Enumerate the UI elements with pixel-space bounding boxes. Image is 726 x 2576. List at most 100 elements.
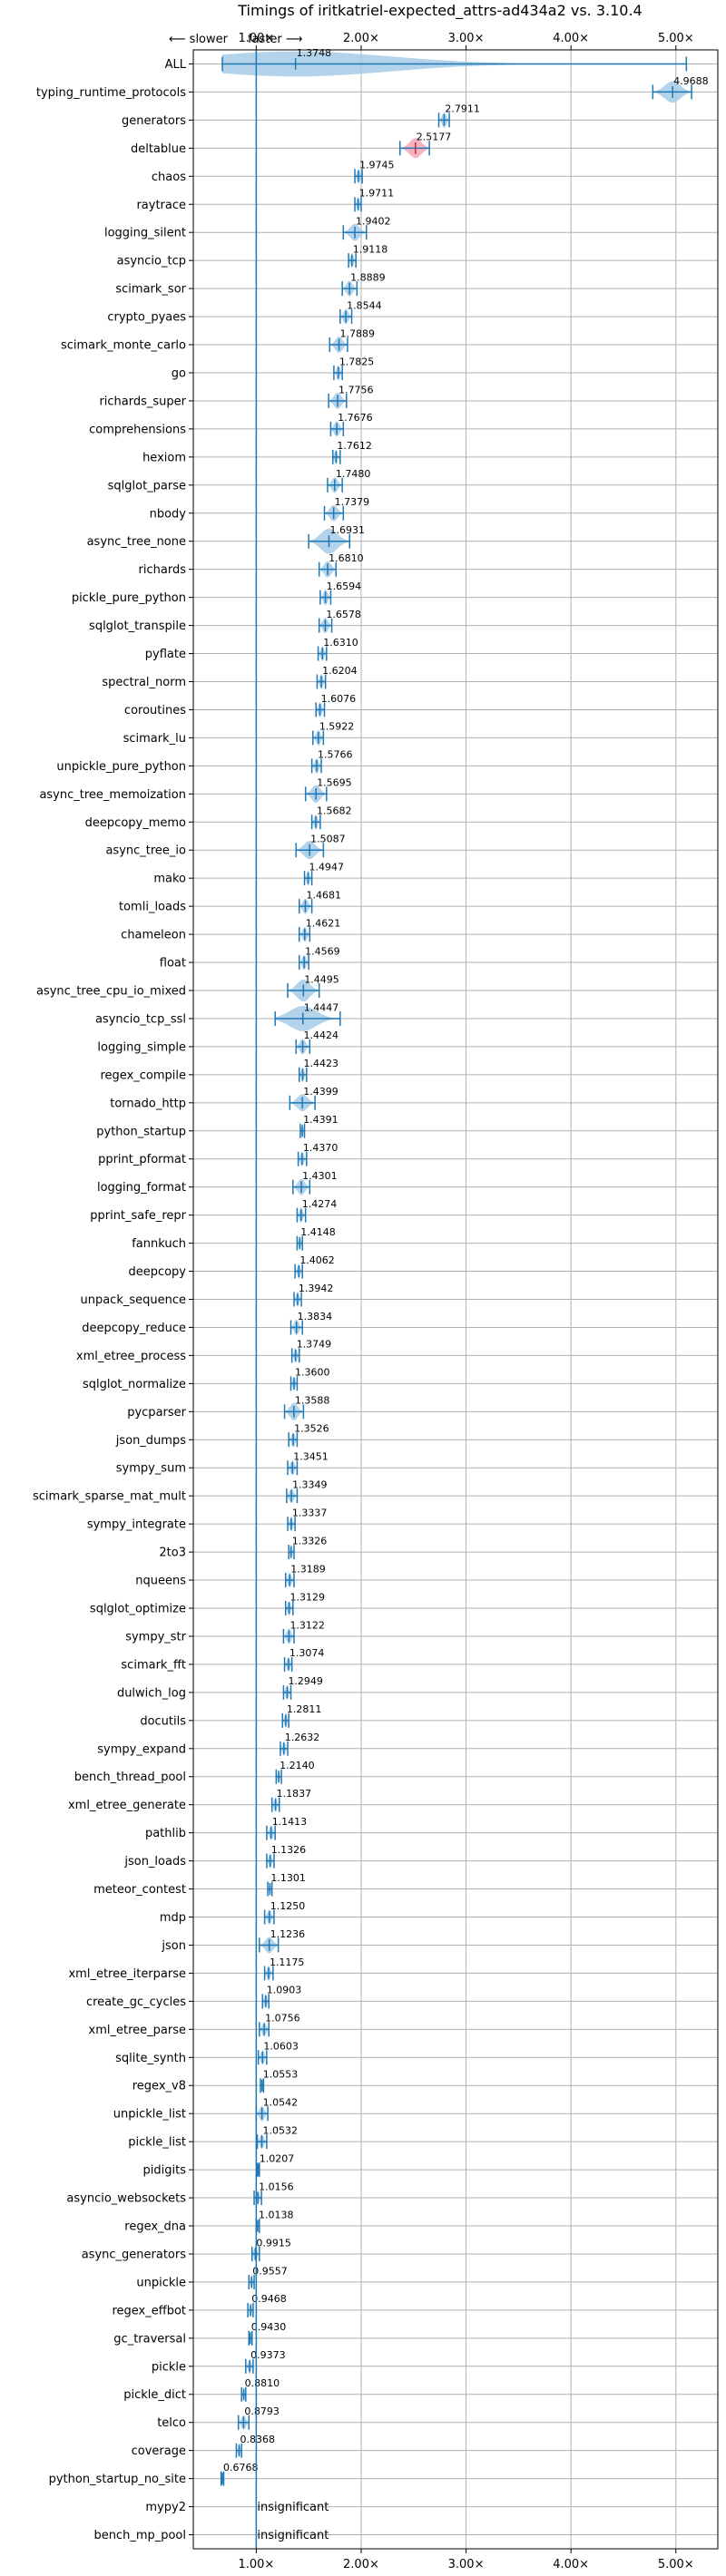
value-label: 1.3122 <box>289 1619 325 1631</box>
violin <box>259 2022 270 2037</box>
violin <box>287 1460 299 1476</box>
violin <box>287 979 320 1002</box>
violin <box>288 1545 295 1560</box>
value-label: 1.0603 <box>263 2041 299 2053</box>
value-label: 1.0532 <box>263 2124 299 2136</box>
value-label: 0.8810 <box>245 2377 280 2389</box>
violin <box>283 1656 293 1673</box>
benchmark-name: nbody <box>150 507 187 521</box>
benchmark-name: json <box>161 1939 186 1953</box>
value-label: 1.1837 <box>277 1788 312 1800</box>
violin <box>237 2415 250 2430</box>
value-label: 1.6578 <box>326 609 361 620</box>
violin <box>247 2302 254 2317</box>
value-label: 1.3748 <box>297 47 332 59</box>
violin <box>652 81 692 103</box>
value-label: 1.7676 <box>338 412 373 424</box>
value-label: 1.9402 <box>356 216 391 228</box>
benchmark-name: asyncio_websockets <box>66 2192 186 2206</box>
violin <box>341 280 358 297</box>
violin <box>235 2443 242 2458</box>
benchmark-name: json_loads <box>123 1855 186 1869</box>
benchmark-name: tornado_http <box>110 1097 186 1110</box>
benchmark-name: crypto_pyaes <box>107 311 186 325</box>
benchmark-name: async_tree_io <box>105 844 186 858</box>
value-label: 1.9711 <box>359 188 395 200</box>
x-tick-label-bottom: 4.00× <box>553 2558 589 2571</box>
benchmark-name: raytrace <box>136 199 186 212</box>
violin <box>331 449 341 464</box>
violin <box>315 702 326 717</box>
value-label: 1.1301 <box>270 1872 306 1884</box>
value-label: 1.4391 <box>303 1114 338 1126</box>
value-label: 1.4569 <box>305 945 340 957</box>
value-label: 1.7480 <box>336 468 371 480</box>
value-label: 1.2632 <box>285 1732 320 1743</box>
value-label: 1.9118 <box>353 243 388 255</box>
value-label: 1.5682 <box>317 805 352 817</box>
benchmark-name: logging_format <box>97 1181 186 1195</box>
value-label: 1.4681 <box>306 889 341 901</box>
benchmark-name: xml_etree_parse <box>89 2024 186 2037</box>
benchmark-name: mako <box>153 873 186 886</box>
violin <box>282 1628 295 1644</box>
benchmark-name: pathlib <box>145 1827 186 1840</box>
violin <box>437 112 450 128</box>
benchmark-name: unpickle <box>136 2276 186 2289</box>
violin <box>281 1712 289 1728</box>
violin <box>290 1348 300 1363</box>
violin <box>245 2358 254 2374</box>
benchmark-name: asyncio_tcp <box>117 255 186 268</box>
value-label: 1.5695 <box>317 777 352 789</box>
benchmark-name: python_startup <box>96 1125 186 1138</box>
violin <box>259 1937 280 1954</box>
violin <box>289 1376 299 1391</box>
value-label: 0.8368 <box>240 2434 275 2445</box>
benchmark-name: asyncio_tcp_ssl <box>95 1012 186 1026</box>
violin <box>304 785 328 804</box>
value-label: 1.3600 <box>295 1367 330 1379</box>
violin <box>333 365 343 381</box>
x-tick-label-bottom: 2.00× <box>343 2558 379 2571</box>
violin <box>275 1769 282 1784</box>
benchmark-name: pickle <box>152 2360 186 2374</box>
violin <box>348 253 357 268</box>
violin <box>312 729 325 746</box>
benchmark-name: spectral_norm <box>102 676 186 689</box>
plot-frame <box>192 49 719 2550</box>
value-label: 1.6204 <box>322 665 358 677</box>
value-label: 1.2949 <box>288 1675 323 1687</box>
value-label: 1.3749 <box>297 1339 332 1351</box>
value-label: 1.7756 <box>338 384 374 395</box>
value-label: 1.7825 <box>339 356 375 367</box>
value-label: 1.5087 <box>310 834 346 845</box>
value-label: 1.4447 <box>304 1001 339 1013</box>
value-label: 1.1250 <box>270 1900 306 1912</box>
benchmark-name: json_dumps <box>115 1434 186 1448</box>
violin <box>323 504 345 522</box>
benchmark-name: sqlglot_transpile <box>89 620 186 633</box>
value-label: 1.1326 <box>271 1844 307 1856</box>
violin <box>398 138 430 159</box>
benchmark-name: sqlglot_optimize <box>90 1603 186 1616</box>
value-label: 1.5922 <box>319 721 355 733</box>
value-label: 1.3588 <box>295 1395 330 1407</box>
value-label: 1.2811 <box>287 1703 322 1715</box>
value-label: 1.6076 <box>321 693 357 705</box>
value-label: 1.0138 <box>259 2209 294 2220</box>
value-label: 1.4424 <box>304 1029 339 1041</box>
violin <box>287 1517 296 1532</box>
value-label: 1.2140 <box>280 1760 315 1771</box>
violin <box>248 2330 253 2346</box>
violin <box>327 477 343 493</box>
value-label: 4.9688 <box>673 75 709 87</box>
value-label: 1.7379 <box>335 496 370 508</box>
violin <box>267 1881 273 1897</box>
x-tick-label-top: 5.00× <box>658 32 694 45</box>
value-label: 0.6768 <box>223 2462 259 2474</box>
value-label: 1.4370 <box>303 1142 338 1154</box>
benchmark-name: telco <box>157 2416 186 2430</box>
violin <box>284 1572 295 1588</box>
violin <box>329 421 345 437</box>
